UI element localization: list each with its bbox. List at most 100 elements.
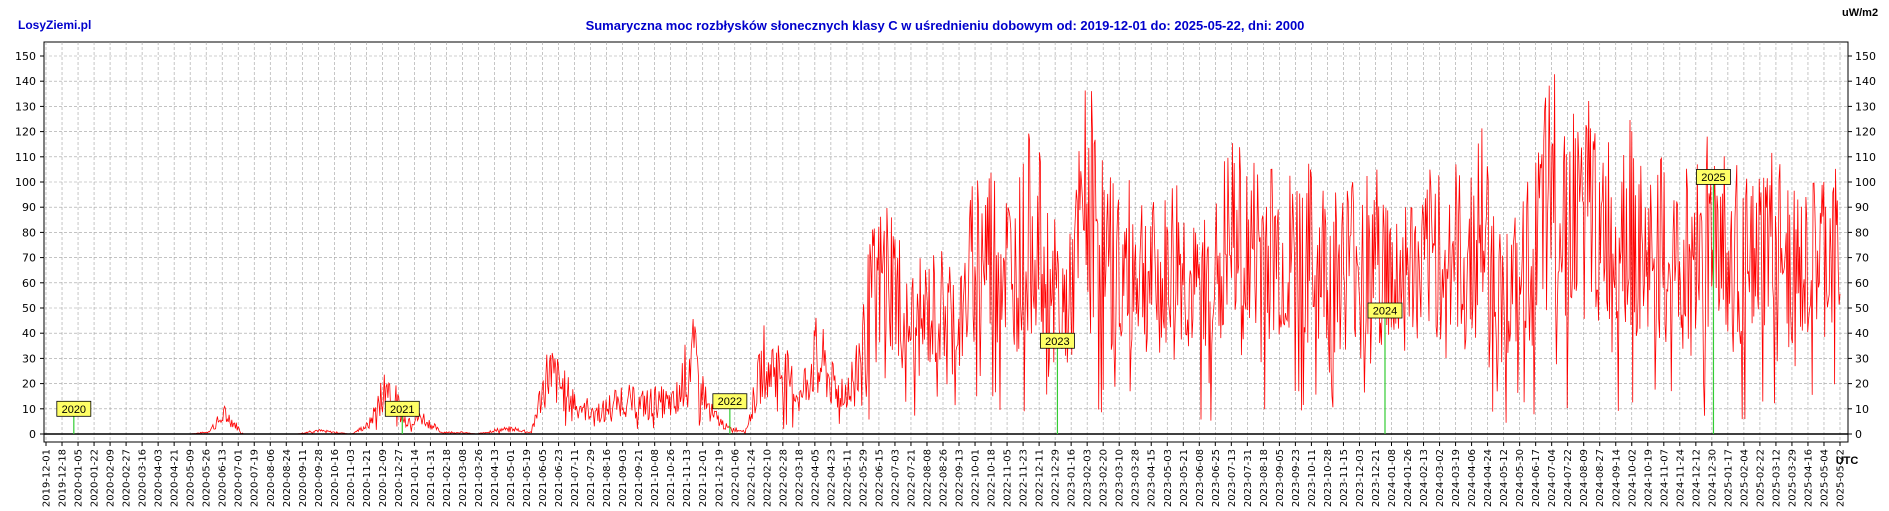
y-tick-label: 20 bbox=[22, 378, 36, 391]
year-badge-label: 2025 bbox=[1701, 172, 1725, 184]
x-tick-label: 2023-05-03 bbox=[1163, 449, 1174, 507]
year-markers: 2020 2021 2022 2023 2024 2025 bbox=[56, 169, 1731, 434]
x-tick-label: 2025-02-04 bbox=[1739, 449, 1750, 507]
x-tick-label: 2021-12-01 bbox=[698, 449, 709, 507]
x-tick-label: 2022-08-08 bbox=[922, 449, 933, 507]
x-tick-label: 2022-07-21 bbox=[906, 449, 917, 507]
x-unit-label: UTC bbox=[1836, 455, 1859, 467]
x-tick-label: 2020-03-16 bbox=[138, 449, 149, 507]
x-tick-label: 2025-05-04 bbox=[1819, 449, 1830, 507]
plot-area bbox=[43, 41, 1849, 443]
brand-logo[interactable]: LosyZiemi.pl bbox=[18, 18, 91, 32]
x-tick-label: 2023-02-03 bbox=[1083, 449, 1094, 507]
year-badge-label: 2024 bbox=[1373, 306, 1397, 318]
x-tick-label: 2022-06-15 bbox=[874, 449, 885, 507]
y-tick-label: 10 bbox=[22, 403, 36, 416]
year-badge bbox=[56, 400, 92, 417]
year-badge-label: 2020 bbox=[62, 404, 86, 416]
x-tick-label: 2024-05-12 bbox=[1499, 449, 1510, 507]
series-layer bbox=[44, 74, 1848, 435]
x-tick-label: 2021-09-03 bbox=[618, 449, 629, 507]
x-tick-label: 2020-06-13 bbox=[218, 449, 229, 507]
x-tick-label: 2020-11-03 bbox=[346, 449, 357, 507]
x-tick-label: 2022-03-18 bbox=[794, 449, 805, 507]
x-tick-label: 2022-11-05 bbox=[1003, 449, 1014, 507]
x-tick-label: 2024-04-06 bbox=[1467, 449, 1478, 507]
x-tick-label: 2020-10-16 bbox=[330, 449, 341, 507]
y-tick-label-right: 140 bbox=[1855, 75, 1876, 88]
x-tick-label: 2025-01-17 bbox=[1723, 449, 1734, 507]
y-tick-label: 30 bbox=[22, 352, 36, 365]
x-tick-label: 2020-09-11 bbox=[298, 449, 309, 507]
x-tick-label: 2020-02-09 bbox=[106, 449, 117, 507]
x-tick-label: 2023-06-08 bbox=[1195, 449, 1206, 507]
y-tick-label-right: 100 bbox=[1855, 176, 1876, 189]
y-tick-label: 0 bbox=[29, 428, 36, 441]
x-tick-label: 2022-07-03 bbox=[890, 449, 901, 507]
x-tick-label: 2025-05-22 bbox=[1836, 449, 1847, 507]
x-tick-label: 2021-12-19 bbox=[714, 449, 725, 507]
x-tick-label: 2021-01-14 bbox=[410, 449, 421, 507]
x-tick-label: 2021-08-16 bbox=[602, 449, 613, 507]
x-tick-label: 2024-07-04 bbox=[1547, 449, 1558, 507]
x-tick-label: 2020-02-27 bbox=[122, 449, 133, 507]
y-tick-label-right: 90 bbox=[1855, 201, 1869, 214]
x-tick-label: 2024-03-02 bbox=[1435, 449, 1446, 507]
x-tick-label: 2020-04-03 bbox=[154, 449, 165, 507]
x-tick-label: 2021-10-08 bbox=[650, 449, 661, 507]
x-tick-label: 2022-09-13 bbox=[955, 449, 966, 507]
y-tick-label: 70 bbox=[22, 252, 36, 265]
x-tick-label: 2021-07-11 bbox=[570, 449, 581, 507]
x-tick-label: 2024-11-24 bbox=[1675, 449, 1686, 507]
year-badge bbox=[384, 400, 420, 417]
x-tick-label: 2024-12-12 bbox=[1691, 449, 1702, 507]
y-tick-label: 80 bbox=[22, 226, 36, 239]
x-tick-label: 2021-05-01 bbox=[506, 449, 517, 507]
x-tick-label: 2020-09-28 bbox=[314, 449, 325, 507]
x-tick-label: 2021-04-13 bbox=[490, 449, 501, 507]
y-tick-label: 90 bbox=[22, 201, 36, 214]
x-tick-label: 2022-12-29 bbox=[1051, 449, 1062, 507]
x-tick-label: 2022-02-10 bbox=[762, 449, 773, 507]
x-tick-label: 2025-03-12 bbox=[1771, 449, 1782, 507]
x-tick-label: 2023-11-15 bbox=[1339, 449, 1350, 507]
y-tick-label: 50 bbox=[22, 302, 36, 315]
x-tick-label: 2024-08-27 bbox=[1595, 449, 1606, 507]
chart-title: Sumaryczna moc rozbłysków słonecznych kl… bbox=[586, 18, 1305, 33]
y-tick-label: 140 bbox=[15, 75, 36, 88]
x-tick-label: 2020-07-19 bbox=[250, 449, 261, 507]
x-tick-label: 2020-12-27 bbox=[394, 449, 405, 507]
x-tick-label: 2025-02-22 bbox=[1755, 449, 1766, 507]
x-tick-label: 2023-09-23 bbox=[1291, 449, 1302, 507]
x-tick-label: 2020-07-01 bbox=[234, 449, 245, 507]
x-tick-label: 2021-03-26 bbox=[474, 449, 485, 507]
y-tick-label: 150 bbox=[15, 50, 36, 63]
x-tick-label: 2023-05-21 bbox=[1179, 449, 1190, 507]
x-tick-label: 2024-10-02 bbox=[1627, 449, 1638, 507]
x-tick-label: 2022-12-11 bbox=[1035, 449, 1046, 507]
y-tick-label: 60 bbox=[22, 277, 36, 290]
x-tick-label: 2020-08-24 bbox=[282, 449, 293, 507]
x-tick-label: 2021-06-23 bbox=[554, 449, 565, 507]
year-badge bbox=[1040, 332, 1075, 349]
x-tick-label: 2024-08-09 bbox=[1579, 449, 1590, 507]
x-tick-label: 2021-06-05 bbox=[538, 449, 549, 507]
year-badge-label: 2021 bbox=[390, 404, 414, 416]
y-tick-label-right: 110 bbox=[1855, 151, 1876, 164]
y-tick-label-right: 10 bbox=[1855, 403, 1869, 416]
x-tick-label: 2024-04-24 bbox=[1483, 449, 1494, 507]
x-tick-label: 2024-12-30 bbox=[1707, 449, 1718, 507]
y-unit-label: uW/m2 bbox=[1842, 7, 1878, 19]
x-tick-label: 2020-01-05 bbox=[74, 449, 85, 507]
x-tick-label: 2023-12-03 bbox=[1355, 449, 1366, 507]
x-tick-label: 2023-09-05 bbox=[1275, 449, 1286, 507]
y-tick-label: 110 bbox=[15, 151, 36, 164]
x-tick-label: 2021-03-08 bbox=[458, 449, 469, 507]
y-tick-label-right: 80 bbox=[1855, 226, 1869, 239]
x-tick-label: 2024-05-30 bbox=[1515, 449, 1526, 507]
year-badge bbox=[1367, 302, 1403, 319]
x-tick-label: 2022-05-11 bbox=[842, 449, 853, 507]
x-tick-label: 2024-07-22 bbox=[1563, 449, 1574, 507]
